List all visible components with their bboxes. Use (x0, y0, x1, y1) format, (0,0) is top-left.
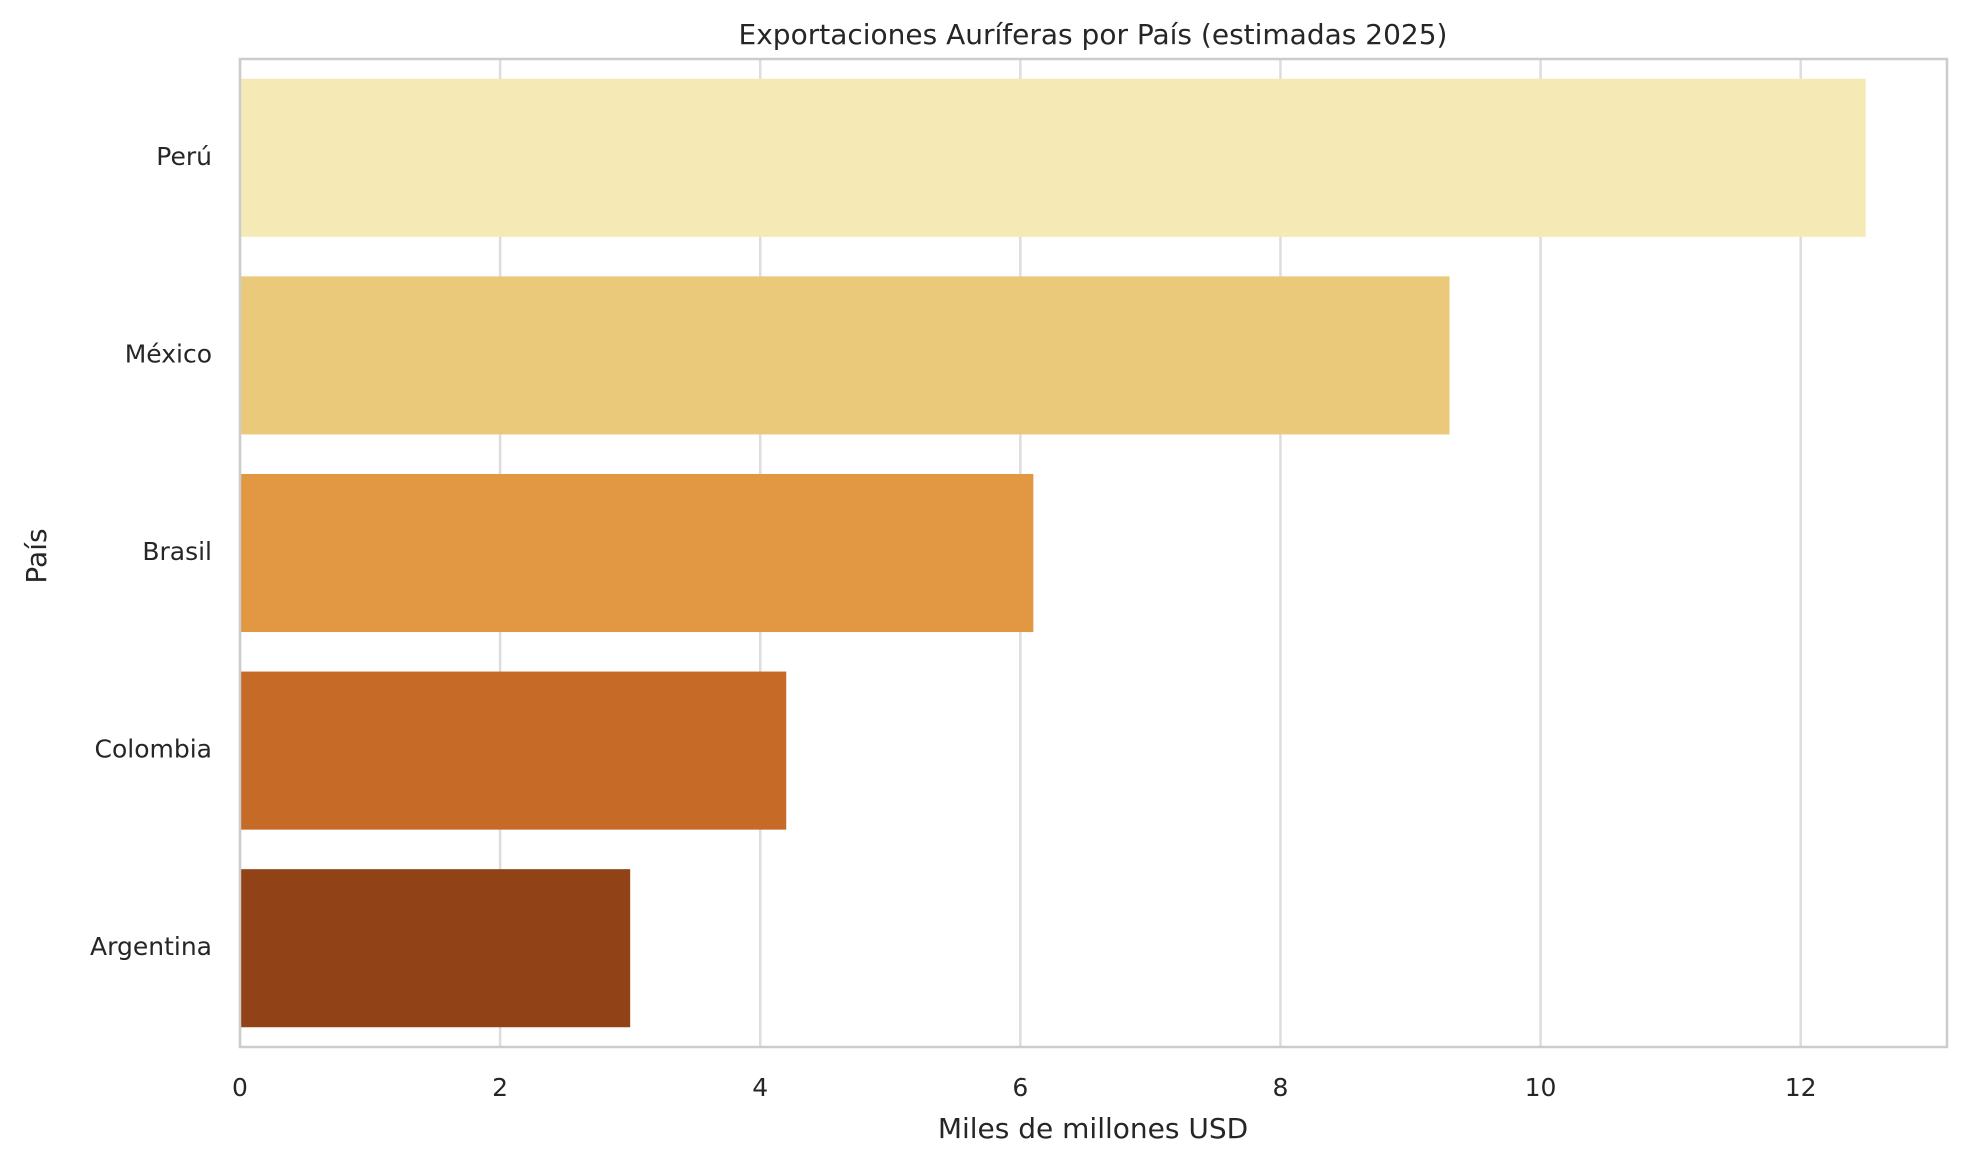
x-axis-label: Miles de millones USD (938, 1112, 1248, 1145)
y-tick-label: Perú (156, 142, 212, 171)
x-tick-label: 0 (232, 1073, 248, 1102)
bar (240, 78, 1866, 237)
bar (240, 869, 631, 1028)
bars (240, 78, 1866, 1028)
bar (240, 671, 787, 830)
plot-frame (238, 57, 1949, 1049)
y-tick-label: Argentina (90, 932, 212, 961)
x-tick-label: 4 (752, 1073, 768, 1102)
bar (240, 276, 1450, 435)
y-tick-label: México (125, 339, 212, 368)
x-tick-label: 8 (1273, 1073, 1289, 1102)
y-axis-label: País (20, 528, 53, 583)
x-tick-label: 2 (492, 1073, 508, 1102)
bar (240, 473, 1034, 633)
y-tick-label: Brasil (142, 537, 212, 566)
chart-title: Exportaciones Auríferas por País (estima… (739, 18, 1448, 51)
x-tick-label: 6 (1012, 1073, 1028, 1102)
y-tick-label: Colombia (95, 735, 212, 764)
x-tick-label: 10 (1525, 1073, 1557, 1102)
x-tick-label: 12 (1785, 1073, 1817, 1102)
